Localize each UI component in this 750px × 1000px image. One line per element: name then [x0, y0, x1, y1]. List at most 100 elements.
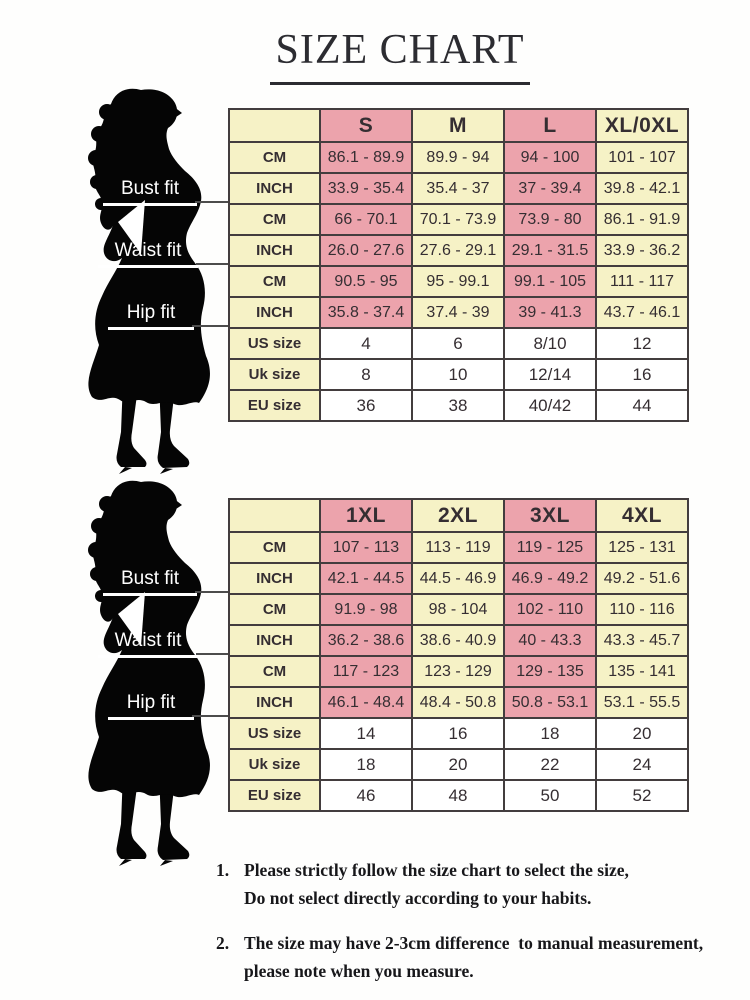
unit-label-cell: CM — [228, 593, 321, 626]
size-system-label-cell: Uk size — [228, 358, 321, 391]
note-text: please note when you measure. — [244, 961, 474, 981]
size-value-cell: 50 — [503, 779, 597, 812]
measurement-row: CM 91.9 - 98 98 - 104 102 - 110 110 - 116 — [228, 593, 689, 626]
measurement-value-cell: 123 - 129 — [411, 655, 505, 688]
measurement-value-cell: 98 - 104 — [411, 593, 505, 626]
note-text: Do not select directly according to your… — [244, 888, 592, 908]
measurement-value-cell: 36.2 - 38.6 — [319, 624, 413, 657]
measurement-row: INCH 46.1 - 48.4 48.4 - 50.8 50.8 - 53.1 53.… — [228, 686, 689, 719]
size-system-row: EU size 46 48 50 52 — [228, 779, 689, 812]
size-system-row: US size 14 16 18 20 — [228, 717, 689, 750]
measurement-value-cell: 50.8 - 53.1 — [503, 686, 597, 719]
measurement-value-cell: 117 - 123 — [319, 655, 413, 688]
measurement-value-cell: 107 - 113 — [319, 531, 413, 564]
bust-connector-line — [195, 201, 228, 203]
waist-connector-line — [196, 653, 228, 655]
note-2: 2. The size may have 2-3cm difference to… — [216, 929, 746, 985]
measurement-value-cell: 113 - 119 — [411, 531, 505, 564]
size-header-cell: 4XL — [595, 498, 689, 533]
size-header-cell: M — [411, 108, 505, 143]
measurement-row: CM 90.5 - 95 95 - 99.1 99.1 - 105 111 - 117 — [228, 265, 689, 298]
size-value-cell: 6 — [411, 327, 505, 360]
measurement-value-cell: 129 - 135 — [503, 655, 597, 688]
size-value-cell: 20 — [595, 717, 689, 750]
measurement-value-cell: 44.5 - 46.9 — [411, 562, 505, 595]
unit-label-cell: INCH — [228, 296, 321, 329]
size-value-cell: 40/42 — [503, 389, 597, 422]
measurement-value-cell: 35.4 - 37 — [411, 172, 505, 205]
unit-label-cell: INCH — [228, 562, 321, 595]
measurement-value-cell: 33.9 - 36.2 — [595, 234, 689, 267]
size-value-cell: 24 — [595, 748, 689, 781]
size-value-cell: 16 — [411, 717, 505, 750]
measurement-row: INCH 26.0 - 27.6 27.6 - 29.1 29.1 - 31.5 33.… — [228, 234, 689, 267]
bust-fit-label: Bust fit — [103, 567, 197, 596]
size-system-label-cell: EU size — [228, 389, 321, 422]
hip-fit-label: Hip fit — [108, 691, 194, 720]
note-number: 1. — [216, 860, 230, 880]
measurement-value-cell: 73.9 - 80 — [503, 203, 597, 236]
measurement-value-cell: 110 - 116 — [595, 593, 689, 626]
page-title: SIZE CHART — [50, 26, 750, 85]
note-text: Please strictly follow the size chart to… — [244, 860, 629, 880]
measurement-value-cell: 46.9 - 49.2 — [503, 562, 597, 595]
measurement-row: CM 86.1 - 89.9 89.9 - 94 94 - 100 101 - 107 — [228, 141, 689, 174]
measurement-value-cell: 90.5 - 95 — [319, 265, 413, 298]
size-value-cell: 20 — [411, 748, 505, 781]
measurement-value-cell: 27.6 - 29.1 — [411, 234, 505, 267]
unit-label-cell: CM — [228, 203, 321, 236]
measurement-value-cell: 37 - 39.4 — [503, 172, 597, 205]
measurement-value-cell: 89.9 - 94 — [411, 141, 505, 174]
size-value-cell: 8/10 — [503, 327, 597, 360]
measurement-value-cell: 49.2 - 51.6 — [595, 562, 689, 595]
size-header-row: S M L XL/0XL — [228, 108, 689, 143]
size-value-cell: 18 — [503, 717, 597, 750]
size-value-cell: 38 — [411, 389, 505, 422]
size-value-cell: 16 — [595, 358, 689, 391]
size-value-cell: 52 — [595, 779, 689, 812]
measurement-value-cell: 37.4 - 39 — [411, 296, 505, 329]
measurement-value-cell: 43.3 - 45.7 — [595, 624, 689, 657]
measurement-value-cell: 101 - 107 — [595, 141, 689, 174]
measurement-value-cell: 46.1 - 48.4 — [319, 686, 413, 719]
size-system-row: EU size 36 38 40/42 44 — [228, 389, 689, 422]
measurement-value-cell: 48.4 - 50.8 — [411, 686, 505, 719]
unit-label-cell: INCH — [228, 624, 321, 657]
measurement-value-cell: 38.6 - 40.9 — [411, 624, 505, 657]
measurement-row: CM 66 - 70.1 70.1 - 73.9 73.9 - 80 86.1 - 91… — [228, 203, 689, 236]
measurement-value-cell: 135 - 141 — [595, 655, 689, 688]
hip-connector-line — [192, 715, 228, 717]
measurement-value-cell: 111 - 117 — [595, 265, 689, 298]
size-system-label-cell: US size — [228, 327, 321, 360]
unit-label-cell: CM — [228, 531, 321, 564]
waist-connector-line — [196, 263, 228, 265]
size-header-cell: 3XL — [503, 498, 597, 533]
size-value-cell: 12/14 — [503, 358, 597, 391]
measurement-value-cell: 91.9 - 98 — [319, 593, 413, 626]
size-header-cell: 2XL — [411, 498, 505, 533]
size-value-cell: 4 — [319, 327, 413, 360]
size-table-plus: 1XL 2XL 3XL 4XL CM 107 - 113 113 - 119 119 - 12… — [228, 498, 689, 812]
footnotes: 1. Please strictly follow the size chart… — [216, 856, 746, 1000]
hip-fit-label: Hip fit — [108, 301, 194, 330]
unit-label-cell: CM — [228, 141, 321, 174]
note-text: The size may have 2-3cm difference to ma… — [244, 933, 704, 953]
corner-cell — [228, 498, 321, 533]
measurement-value-cell: 102 - 110 — [503, 593, 597, 626]
unit-label-cell: INCH — [228, 172, 321, 205]
note-number: 2. — [216, 933, 230, 953]
measurement-value-cell: 86.1 - 91.9 — [595, 203, 689, 236]
measurement-value-cell: 39 - 41.3 — [503, 296, 597, 329]
measurement-value-cell: 94 - 100 — [503, 141, 597, 174]
size-system-label-cell: US size — [228, 717, 321, 750]
measurement-value-cell: 99.1 - 105 — [503, 265, 597, 298]
unit-label-cell: CM — [228, 655, 321, 688]
waist-fit-label: Waist fit — [98, 629, 198, 658]
size-system-row: Uk size 8 10 12/14 16 — [228, 358, 689, 391]
size-value-cell: 12 — [595, 327, 689, 360]
measurement-row: CM 117 - 123 123 - 129 129 - 135 135 - 141 — [228, 655, 689, 688]
female-silhouette-icon — [88, 88, 210, 474]
size-header-cell: L — [503, 108, 597, 143]
measurement-value-cell: 70.1 - 73.9 — [411, 203, 505, 236]
